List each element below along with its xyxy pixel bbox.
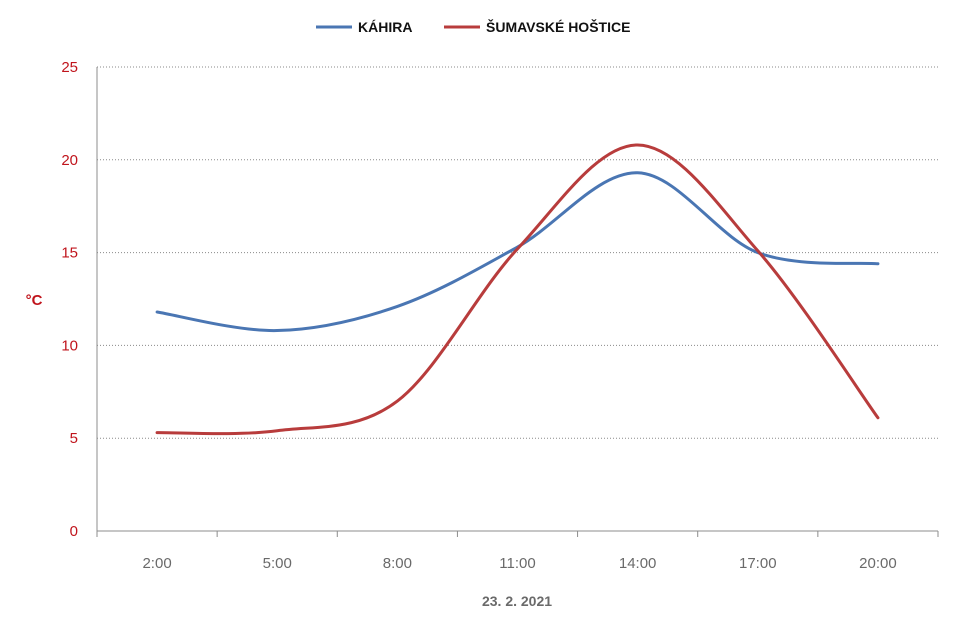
- x-tick-label: 11:00: [499, 555, 535, 572]
- legend-label-1: KÁHIRA: [358, 19, 412, 35]
- legend: KÁHIRA ŠUMAVSKÉ HOŠTICE: [316, 18, 630, 35]
- x-axis-label: 23. 2. 2021: [482, 593, 552, 609]
- series-line-2: [155, 143, 880, 436]
- x-tick-label: 8:00: [383, 555, 412, 572]
- x-axis-ticks: 2:00 5:00 8:00 11:00 14:00 17:00 20:00: [142, 555, 896, 572]
- grid-lines: [97, 66, 938, 439]
- y-axis-ticks: 0 5 10 15 20 25: [61, 59, 78, 540]
- y-tick-label: 25: [61, 59, 78, 76]
- y-tick-label: 20: [61, 152, 78, 169]
- x-tick-label: 17:00: [739, 555, 777, 572]
- y-axis-label: °C: [26, 292, 43, 309]
- x-tick-label: 14:00: [619, 555, 657, 572]
- series-line-1: [155, 171, 880, 333]
- legend-label-2: ŠUMAVSKÉ HOŠTICE: [486, 18, 630, 35]
- y-tick-label: 0: [70, 523, 78, 540]
- y-tick-label: 5: [70, 430, 78, 447]
- series-lines: [155, 143, 880, 436]
- y-tick-label: 15: [61, 245, 78, 262]
- axes: [96, 67, 939, 537]
- y-tick-label: 10: [61, 337, 78, 354]
- x-tick-label: 2:00: [142, 555, 171, 572]
- x-tick-label: 5:00: [263, 555, 292, 572]
- x-tick-label: 20:00: [859, 555, 897, 572]
